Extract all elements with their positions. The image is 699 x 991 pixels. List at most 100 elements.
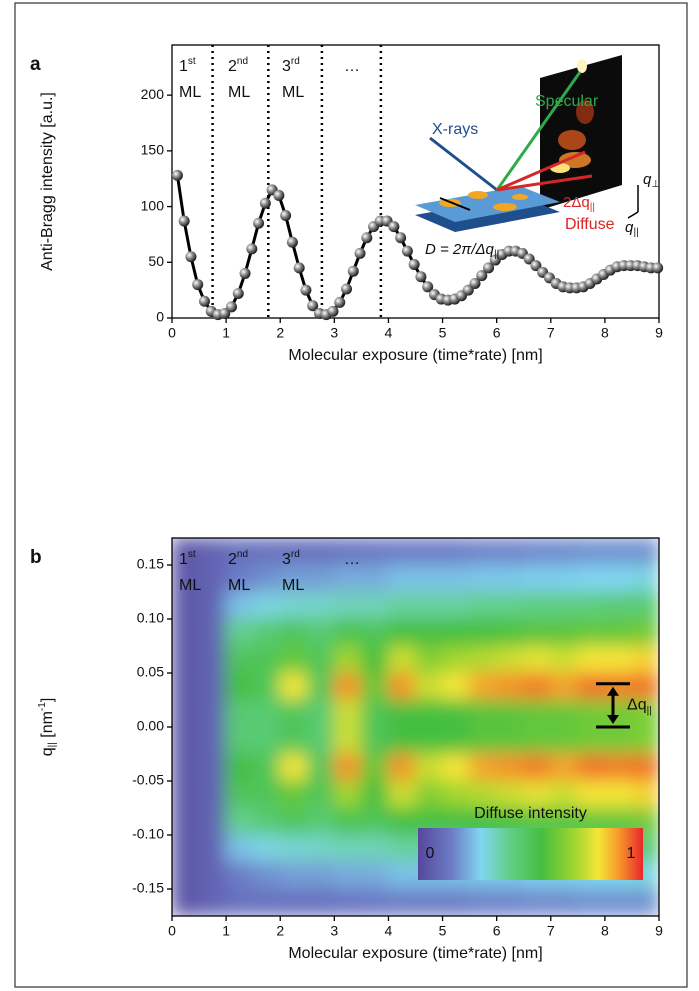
x-tick-label: 3	[330, 325, 338, 341]
data-point	[395, 232, 406, 243]
heatmap-cell	[199, 565, 227, 593]
heatmap-cell	[334, 592, 362, 620]
heatmap-cell	[496, 889, 524, 917]
ml-unit: ML	[282, 84, 304, 101]
heatmap-cell	[199, 592, 227, 620]
ml-label: 3rd	[282, 56, 300, 76]
y-tick-label: 100	[141, 197, 165, 213]
heatmap-cell	[280, 862, 308, 890]
annotation-text: Δq	[627, 697, 647, 714]
heatmap-cell	[334, 646, 362, 674]
heatmap-cell	[253, 754, 281, 782]
heatmap-cell	[388, 808, 416, 836]
panel-label: b	[30, 547, 42, 568]
heatmap-cell	[415, 889, 443, 917]
q-perp-label: q⊥	[643, 171, 660, 190]
y-tick-label: 0	[156, 309, 164, 325]
heatmap-cell	[523, 619, 551, 647]
heatmap-cell	[307, 646, 335, 674]
heatmap-cell	[361, 781, 389, 809]
heatmap-cell	[226, 673, 254, 701]
island	[512, 194, 528, 200]
heatmap-cell	[253, 673, 281, 701]
x-tick-label: 5	[439, 325, 447, 341]
heatmap-cell	[361, 889, 389, 917]
heatmap-cell	[307, 565, 335, 593]
y-title-unit: [nm	[39, 711, 56, 742]
y-tick-label: 0.00	[137, 718, 164, 734]
heatmap-cell	[523, 754, 551, 782]
heatmap-cell	[253, 538, 281, 566]
x-tick-label: 9	[655, 325, 663, 341]
heatmap-cell	[361, 565, 389, 593]
data-point	[253, 218, 264, 229]
heatmap-cell	[442, 619, 470, 647]
heatmap-cell	[361, 673, 389, 701]
data-point	[341, 284, 352, 295]
y-tick-label: -0.15	[132, 880, 164, 896]
data-point	[388, 221, 399, 232]
heatmap-cell	[334, 781, 362, 809]
heatmap-cell	[415, 673, 443, 701]
heatmap-cell	[199, 646, 227, 674]
heatmap-cell	[388, 835, 416, 863]
heatmap-cell	[172, 619, 200, 647]
heatmap-cell	[199, 889, 227, 917]
heatmap-cell	[604, 592, 632, 620]
heatmap-cell	[415, 727, 443, 755]
data-point	[409, 259, 420, 270]
ml-unit: ML	[179, 84, 201, 101]
heatmap-cell	[577, 727, 605, 755]
heatmap-cell	[496, 538, 524, 566]
heatmap-cell	[577, 538, 605, 566]
period-label: D = 2π/Δq||	[425, 241, 499, 260]
subscript: ⊥	[651, 179, 660, 190]
heatmap-cell	[199, 727, 227, 755]
data-point	[246, 243, 257, 254]
heatmap-cell	[469, 889, 497, 917]
heatmap-cell	[550, 592, 578, 620]
heatmap-cell	[172, 862, 200, 890]
heatmap-cell	[199, 862, 227, 890]
heatmap-cell	[307, 835, 335, 863]
heatmap-cell	[307, 808, 335, 836]
data-point	[280, 210, 291, 221]
heatmap-cell	[388, 619, 416, 647]
y-tick-label: -0.05	[132, 772, 164, 788]
heatmap-cell	[253, 781, 281, 809]
heatmap-cell	[469, 592, 497, 620]
heatmap-cell	[550, 727, 578, 755]
xray-beam	[430, 138, 497, 190]
x-tick-label: 8	[601, 923, 609, 939]
heatmap-cell	[280, 754, 308, 782]
heatmap-cell	[172, 592, 200, 620]
heatmap-cell	[496, 700, 524, 728]
y-axis-title: q|| [nm-1]	[37, 698, 58, 757]
heatmap-cell	[334, 619, 362, 647]
heatmap-cell	[361, 538, 389, 566]
ml-number: 1	[179, 58, 188, 75]
heatmap-cell	[280, 781, 308, 809]
heatmap-cell	[415, 700, 443, 728]
data-point	[185, 251, 196, 262]
heatmap-cell	[469, 727, 497, 755]
data-point	[199, 296, 210, 307]
heatmap-cell	[226, 754, 254, 782]
ml-unit: ML	[179, 577, 201, 594]
heatmap-cell	[631, 646, 659, 674]
data-point	[348, 266, 359, 277]
heatmap-cell	[280, 673, 308, 701]
colorbar	[418, 828, 643, 880]
x-tick-label: 2	[276, 923, 284, 939]
data-point	[233, 288, 244, 299]
heatmap-cell	[253, 565, 281, 593]
heatmap-cell	[334, 862, 362, 890]
heatmap-cell	[226, 808, 254, 836]
q-axis	[628, 212, 638, 218]
heatmap-cell	[469, 565, 497, 593]
heatmap-cell	[280, 727, 308, 755]
heatmap-cell	[253, 889, 281, 917]
heatmap-cell	[307, 673, 335, 701]
x-tick-label: 4	[385, 325, 393, 341]
